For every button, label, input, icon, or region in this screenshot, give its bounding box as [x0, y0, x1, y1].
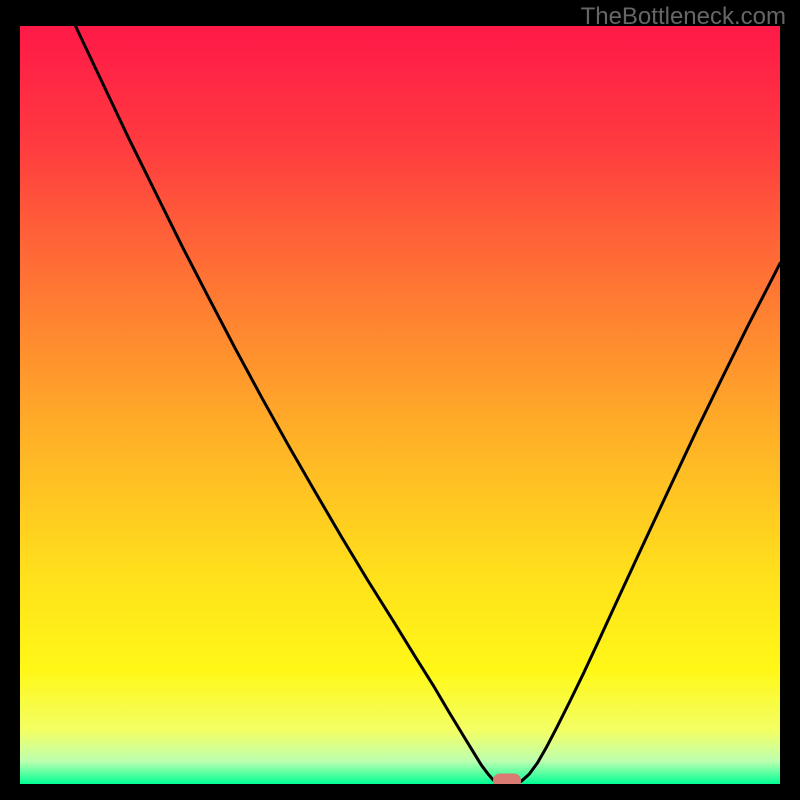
border-right: [780, 0, 800, 800]
border-bottom: [0, 784, 800, 800]
border-left: [0, 0, 20, 800]
curve-svg: [20, 26, 780, 784]
border-top: [0, 0, 800, 26]
bottleneck-curve: [75, 26, 780, 784]
chart-stage: TheBottleneck.com: [0, 0, 800, 800]
plot-area: [20, 26, 780, 784]
